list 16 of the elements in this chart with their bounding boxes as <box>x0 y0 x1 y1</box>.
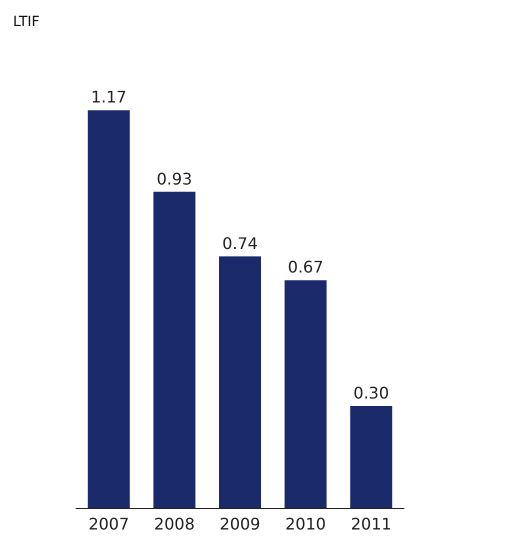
data-label: 0.74 <box>222 234 258 253</box>
data-label: 0.30 <box>353 384 390 402</box>
chart-subtitle: LTIF <box>13 14 40 30</box>
x-tick-label: 2007 <box>88 514 130 534</box>
bar <box>88 110 130 508</box>
data-label: 1.17 <box>90 88 127 107</box>
bar <box>350 406 392 508</box>
bar <box>284 280 327 508</box>
x-tick-label: 2011 <box>350 514 392 534</box>
data-label: 0.67 <box>288 258 324 277</box>
x-tick-label: 2010 <box>285 514 326 534</box>
x-tick-label: 2008 <box>154 514 195 534</box>
x-tick-label: 2009 <box>220 514 260 534</box>
data-label: 0.93 <box>156 169 192 188</box>
bar <box>153 192 196 508</box>
bar <box>219 256 261 508</box>
